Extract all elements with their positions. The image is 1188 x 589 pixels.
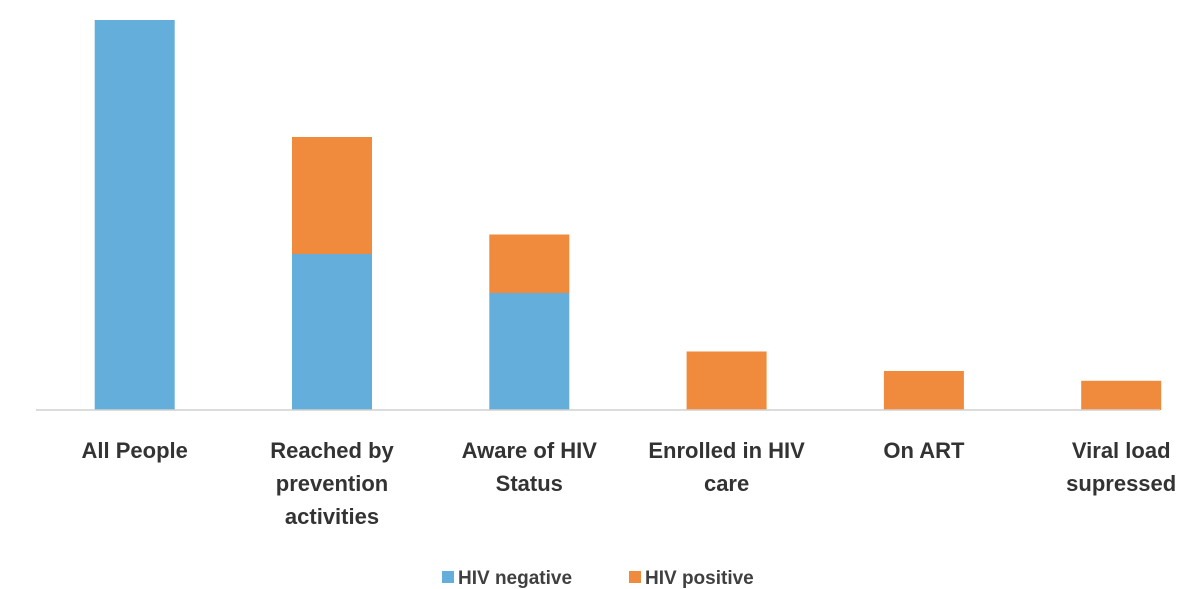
- bar-hiv-positive-4: [883, 371, 964, 410]
- legend-swatch-1: [629, 571, 641, 583]
- category-label-4: On ART: [883, 438, 965, 463]
- category-labels-group: All People Reached by prevention activities…: [82, 438, 1177, 529]
- bar-hiv-positive-3: [686, 351, 767, 410]
- bar-hiv-positive-2: [489, 234, 570, 293]
- legend-swatch-0: [442, 571, 454, 583]
- bar-hiv-positive-5: [1081, 380, 1162, 411]
- bars-group: [94, 20, 1162, 411]
- legend: HIV negative HIV positive: [442, 568, 754, 589]
- bar-hiv-negative-1: [292, 254, 372, 410]
- category-label-line: care: [704, 471, 749, 496]
- bar-hiv-negative-2: [489, 293, 570, 410]
- category-label-line: Reached by: [270, 438, 394, 463]
- category-label-2: Aware of HIV Status: [462, 438, 598, 496]
- category-label-line: Enrolled in HIV: [648, 438, 805, 463]
- category-label-line: Viral load: [1072, 438, 1171, 463]
- bar-hiv-negative-0: [94, 20, 175, 410]
- category-label-5: Viral load supressed: [1066, 438, 1176, 496]
- category-label-line: supressed: [1066, 471, 1176, 496]
- category-label-line: Aware of HIV: [462, 438, 598, 463]
- category-label-line: On ART: [883, 438, 965, 463]
- category-label-3: Enrolled in HIV care: [648, 438, 805, 496]
- category-label-line: All People: [82, 438, 188, 463]
- category-label-1: Reached by prevention activities: [270, 438, 394, 529]
- bar-hiv-positive-1: [292, 137, 372, 254]
- legend-label-0: HIV negative: [458, 568, 572, 589]
- category-label-0: All People: [82, 438, 188, 463]
- category-label-line: activities: [285, 504, 379, 529]
- category-label-line: prevention: [276, 471, 388, 496]
- legend-label-1: HIV positive: [645, 568, 754, 589]
- category-label-line: Status: [496, 471, 563, 496]
